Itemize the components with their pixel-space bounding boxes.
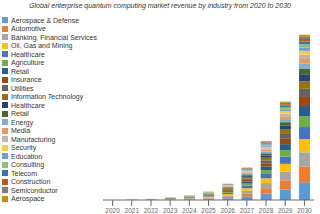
html-text:Healthcare: Healthcare bbox=[11, 50, 45, 58]
html-text:Aerospace & Defense: Aerospace & Defense bbox=[11, 16, 80, 24]
svg-text:2026: 2026 bbox=[220, 207, 235, 214]
svg-text:2021: 2021 bbox=[125, 207, 140, 214]
html-text:Oil, Gas and Mining: Oil, Gas and Mining bbox=[11, 42, 73, 50]
html-text:Information Technology: Information Technology bbox=[11, 93, 84, 101]
svg-text:2025: 2025 bbox=[201, 207, 216, 214]
svg-text:2028: 2028 bbox=[259, 207, 274, 214]
html-text:Insurance: Insurance bbox=[11, 76, 42, 84]
html-text:Energy: Energy bbox=[11, 118, 34, 126]
html-text:Aerospace: Aerospace bbox=[11, 195, 45, 203]
svg-text:2020: 2020 bbox=[105, 207, 120, 214]
html-text:Telecom: Telecom bbox=[11, 169, 38, 177]
svg-text:2030: 2030 bbox=[297, 207, 312, 214]
html-text:Media: Media bbox=[11, 127, 31, 135]
svg-text:2022: 2022 bbox=[144, 207, 159, 214]
html-text:Retail: Retail bbox=[11, 110, 29, 118]
html-text:Manufacturing: Manufacturing bbox=[11, 135, 56, 143]
html-text:Agriculture: Agriculture bbox=[11, 59, 45, 67]
html-text:Utilities: Utilities bbox=[11, 84, 34, 92]
html-text:Semiconductor: Semiconductor bbox=[11, 186, 58, 194]
html-text:Consulting: Consulting bbox=[11, 161, 45, 169]
svg-text:2023: 2023 bbox=[163, 207, 178, 214]
html-text:Banking, Financial Services: Banking, Financial Services bbox=[11, 33, 97, 41]
svg-text:2027: 2027 bbox=[240, 207, 255, 214]
html-text:Education: Education bbox=[11, 152, 43, 160]
html-text:Construction: Construction bbox=[11, 178, 51, 186]
html-text:Retail: Retail bbox=[11, 67, 29, 75]
html-text:Healthcare: Healthcare bbox=[11, 101, 45, 109]
html-text:Security: Security bbox=[11, 144, 37, 152]
html-text:Global enterprise quantum comp: Global enterprise quantum computing mark… bbox=[29, 2, 291, 9]
svg-text:2029: 2029 bbox=[278, 207, 293, 214]
svg-text:2024: 2024 bbox=[182, 207, 197, 214]
html-text:Automotive: Automotive bbox=[11, 25, 46, 33]
